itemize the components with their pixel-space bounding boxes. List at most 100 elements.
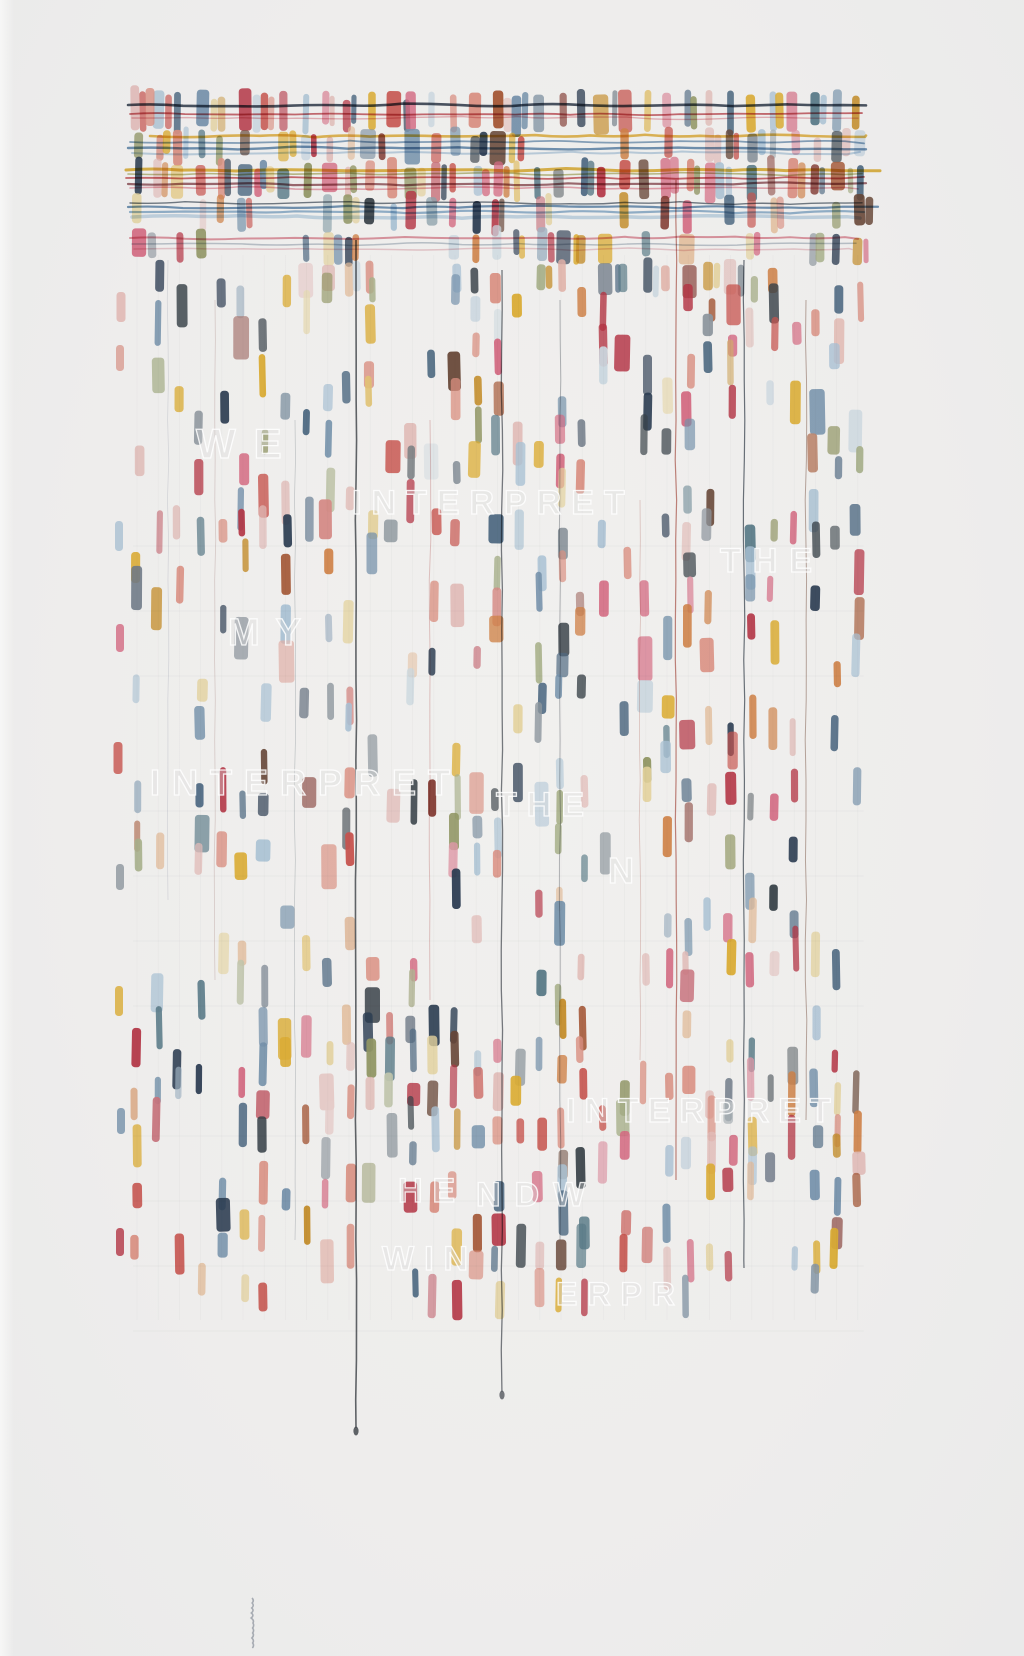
brush-stroke <box>470 296 481 322</box>
brush-stroke <box>555 674 563 699</box>
brush-stroke <box>745 307 754 348</box>
brush-stroke <box>429 1181 440 1213</box>
brush-stroke <box>454 774 462 821</box>
brush-stroke <box>636 680 654 713</box>
brush-stroke <box>116 345 124 371</box>
woven-line <box>126 181 868 187</box>
brush-stroke <box>322 383 334 412</box>
brush-stroke <box>302 408 310 436</box>
brush-stroke <box>467 441 481 478</box>
brush-stroke <box>196 516 205 556</box>
brush-stroke <box>195 783 204 808</box>
brush-stroke <box>197 1262 206 1296</box>
brush-stroke <box>219 767 227 813</box>
brush-stroke <box>494 338 502 376</box>
brush-stroke <box>536 969 547 997</box>
brush-stroke <box>385 440 401 474</box>
woven-line <box>126 145 868 151</box>
brush-stroke <box>815 232 825 263</box>
brush-stroke <box>581 854 588 883</box>
brush-stroke <box>683 485 692 514</box>
brush-stroke <box>134 780 142 814</box>
brush-stroke <box>298 262 314 298</box>
brush-stroke <box>342 99 351 133</box>
brush-stroke <box>680 1136 692 1170</box>
brush-stroke <box>581 1278 588 1317</box>
embedded-word-10: WIN <box>381 1239 479 1278</box>
brush-stroke <box>748 897 757 944</box>
brush-stroke <box>537 1117 548 1151</box>
brush-stroke <box>797 162 806 199</box>
brush-stroke <box>852 237 863 266</box>
brush-stroke <box>493 1181 505 1212</box>
brush-stroke <box>451 1279 463 1321</box>
brush-stroke <box>429 580 439 622</box>
woven-line <box>131 242 857 247</box>
woven-line <box>127 171 863 177</box>
brush-stroke <box>258 1007 268 1047</box>
brush-stroke <box>643 257 653 293</box>
brush-stroke <box>703 897 711 931</box>
brush-stroke <box>775 92 784 129</box>
brush-stroke <box>409 1028 417 1073</box>
brush-stroke <box>769 129 777 159</box>
brush-stroke <box>324 1100 334 1135</box>
brush-stroke <box>281 1188 291 1211</box>
brush-stroke <box>829 343 840 370</box>
brush-stroke <box>261 429 269 455</box>
brush-stroke <box>259 505 267 549</box>
drip-line <box>428 419 432 1001</box>
brush-stroke <box>681 778 692 802</box>
brush-stroke <box>831 948 841 991</box>
brush-stroke <box>723 1101 734 1124</box>
brush-stroke <box>220 604 227 634</box>
woven-line <box>126 102 868 108</box>
brush-stroke <box>830 525 840 550</box>
brush-stroke <box>239 453 250 486</box>
brush-stroke <box>365 1076 375 1111</box>
brush-stroke <box>576 1223 587 1269</box>
brush-stroke <box>661 695 675 719</box>
brush-stroke <box>346 1084 355 1120</box>
brush-stroke <box>747 1116 758 1157</box>
brush-stroke <box>324 419 333 458</box>
woven-line <box>129 139 865 145</box>
brush-stroke <box>769 793 779 821</box>
brush-stroke <box>787 1071 796 1117</box>
brush-stroke <box>260 92 269 131</box>
brush-stroke <box>619 1233 628 1273</box>
drip-line <box>213 299 217 981</box>
brush-stroke <box>853 1110 862 1154</box>
brush-stroke <box>450 583 465 628</box>
brush-stroke <box>618 263 628 293</box>
brush-stroke <box>470 267 479 294</box>
woven-line <box>129 185 859 191</box>
brush-stroke <box>683 552 697 578</box>
brush-stroke <box>386 788 401 823</box>
brush-stroke <box>852 1151 866 1176</box>
brush-stroke <box>681 522 692 561</box>
brush-stroke <box>640 414 648 456</box>
brush-stroke <box>492 1116 503 1145</box>
brush-stroke <box>616 1099 630 1137</box>
brush-stroke <box>641 1226 653 1264</box>
brush-stroke <box>468 1250 484 1280</box>
brush-stroke <box>662 816 672 858</box>
brush-stroke <box>554 414 566 444</box>
brush-stroke <box>728 384 736 419</box>
brush-stroke <box>679 969 695 1003</box>
brush-stroke <box>403 1181 418 1213</box>
brush-stroke <box>344 916 356 951</box>
brush-stroke <box>598 1105 607 1131</box>
brush-stroke <box>408 1141 417 1166</box>
brush-stroke <box>513 704 523 734</box>
brush-stroke <box>852 767 862 806</box>
brush-stroke <box>448 235 460 260</box>
brush-stroke <box>448 812 459 851</box>
brush-stroke <box>556 789 564 825</box>
brush-stroke <box>834 285 844 314</box>
brush-stroke <box>554 900 566 946</box>
brush-stroke <box>766 380 774 406</box>
brush-stroke <box>662 377 674 414</box>
